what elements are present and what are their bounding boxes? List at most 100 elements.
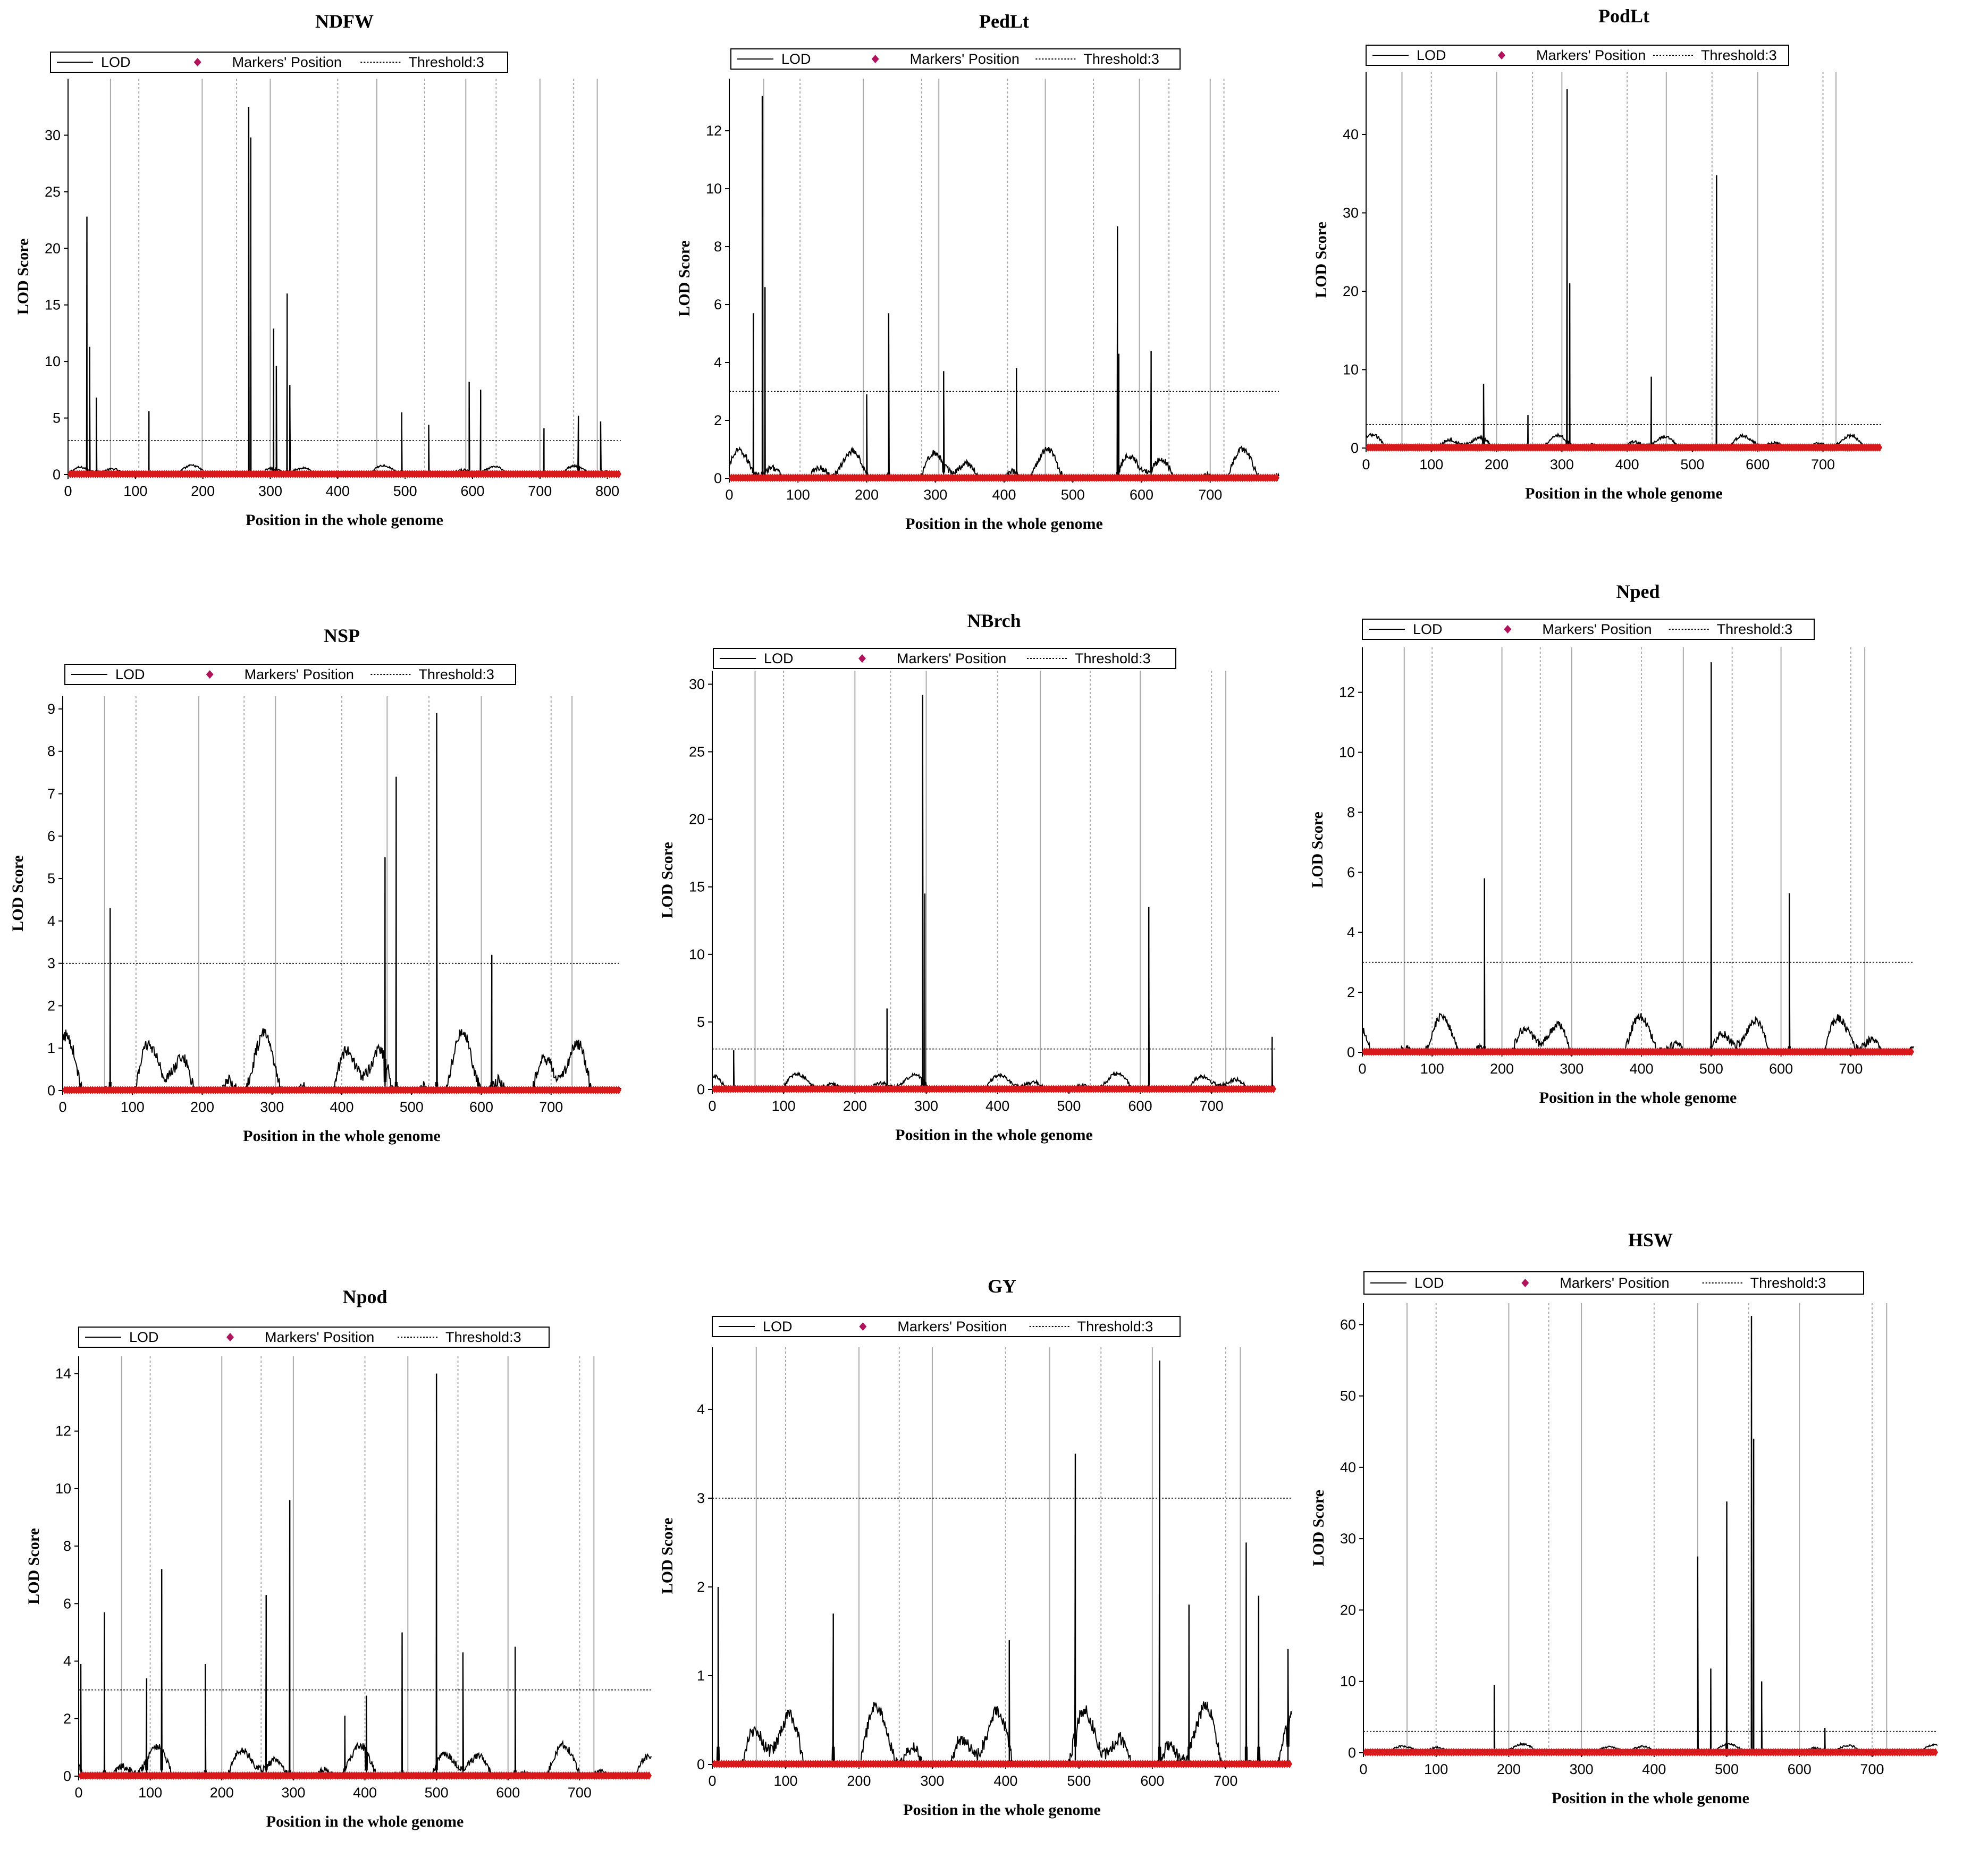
x-tick-label: 700 xyxy=(1839,1061,1863,1077)
legend-marker-icon xyxy=(1521,1279,1529,1287)
y-tick-label: 4 xyxy=(63,1653,71,1669)
y-tick-label: 6 xyxy=(714,297,722,313)
x-axis-label: Position in the whole genome xyxy=(243,1127,441,1145)
chart-panel-npod: Npod LOD Markers' Position Threshold:3 0 2 4 6 8… xyxy=(25,1286,652,1830)
x-tick-label: 500 xyxy=(400,1099,424,1115)
x-axis-label: Position in the whole genome xyxy=(895,1126,1093,1144)
legend-marker-icon xyxy=(206,670,214,679)
legend-entry-markers: Markers' Position xyxy=(245,666,354,682)
x-tick-label: 200 xyxy=(190,1099,214,1115)
legend-marker-icon xyxy=(226,1333,234,1341)
x-tick-label: 700 xyxy=(1198,487,1222,503)
lod-series-line xyxy=(1366,89,1882,450)
y-tick-label: 10 xyxy=(45,353,61,369)
markers-position-band xyxy=(68,470,621,478)
y-tick-label: 2 xyxy=(47,998,55,1014)
y-tick-label: 3 xyxy=(697,1490,705,1506)
y-tick-label: 0 xyxy=(53,467,61,483)
y-tick-label: 10 xyxy=(689,947,705,962)
chart-title: HSW xyxy=(1628,1229,1673,1251)
legend-marker-icon xyxy=(858,654,866,663)
x-tick-label: 400 xyxy=(326,483,350,499)
y-axis-label: LOD Score xyxy=(676,240,693,317)
y-tick-label: 8 xyxy=(63,1538,71,1554)
y-tick-label: 20 xyxy=(689,812,705,827)
chart-panel-podlt: PodLt LOD Markers' Position Threshold:3 0 10 2… xyxy=(1312,5,1882,502)
y-tick-label: 10 xyxy=(1340,1674,1356,1690)
y-tick-label: 20 xyxy=(1340,1602,1356,1618)
y-tick-label: 0 xyxy=(697,1756,705,1772)
x-tick-label: 200 xyxy=(1490,1061,1514,1077)
y-tick-label: 0 xyxy=(1348,1745,1356,1761)
legend-entry-lod: LOD xyxy=(781,51,811,67)
legend: LOD Markers' Position Threshold:3 xyxy=(712,1316,1181,1337)
x-tick-label: 300 xyxy=(281,1785,305,1801)
markers-position-band xyxy=(712,1760,1292,1768)
legend: LOD Markers' Position Threshold:3 xyxy=(713,648,1176,669)
x-axis-label: Position in the whole genome xyxy=(905,515,1103,533)
x-tick-label: 0 xyxy=(708,1098,716,1114)
y-tick-label: 4 xyxy=(1347,924,1355,940)
x-tick-label: 500 xyxy=(1057,1098,1081,1114)
marker-point xyxy=(1933,1748,1938,1756)
x-tick-label: 400 xyxy=(353,1785,377,1801)
x-tick-label: 700 xyxy=(1200,1098,1224,1114)
marker-point xyxy=(1877,443,1882,452)
x-tick-label: 800 xyxy=(595,483,619,499)
y-axis-label: LOD Score xyxy=(1309,812,1326,888)
lod-series-line xyxy=(78,1373,652,1778)
chart-panel-nbrch: NBrch LOD Markers' Position Threshold:3 0 5 10… xyxy=(659,610,1276,1144)
markers-position-band xyxy=(1366,443,1882,452)
legend-entry-threshold: Threshold:3 xyxy=(1717,621,1793,637)
y-tick-label: 0 xyxy=(63,1768,71,1784)
y-tick-label: 15 xyxy=(689,879,705,895)
x-tick-label: 0 xyxy=(1362,457,1370,472)
marker-point xyxy=(1274,474,1279,482)
y-axis-label: LOD Score xyxy=(9,855,27,932)
y-tick-label: 4 xyxy=(697,1401,705,1417)
y-tick-label: 25 xyxy=(689,744,705,760)
x-tick-label: 500 xyxy=(1715,1761,1739,1777)
y-tick-label: 8 xyxy=(47,744,55,759)
x-axis-label: Position in the whole genome xyxy=(1525,485,1723,502)
chart-title: Npod xyxy=(342,1286,387,1307)
x-tick-label: 700 xyxy=(1214,1773,1237,1789)
lod-series-line xyxy=(712,1361,1292,1767)
y-tick-label: 0 xyxy=(47,1083,55,1099)
y-tick-label: 4 xyxy=(47,913,55,929)
y-tick-label: 40 xyxy=(1340,1459,1356,1475)
y-tick-label: 2 xyxy=(63,1711,71,1727)
chart-panel-gy: GY LOD Markers' Position Threshold:3 0 1 2 3 4 0 1… xyxy=(659,1276,1292,1819)
x-tick-label: 400 xyxy=(1630,1061,1654,1077)
y-tick-label: 40 xyxy=(1343,126,1359,142)
x-tick-label: 400 xyxy=(330,1099,353,1115)
chart-title: NBrch xyxy=(967,610,1021,631)
x-tick-label: 100 xyxy=(772,1098,796,1114)
x-tick-label: 700 xyxy=(539,1099,563,1115)
legend-entry-lod: LOD xyxy=(764,651,794,666)
chart-panel-nped: Nped LOD Markers' Position Threshold:3 0 2 4 6 8… xyxy=(1309,581,1914,1107)
marker-point xyxy=(616,470,621,478)
x-tick-label: 500 xyxy=(1699,1061,1723,1077)
y-tick-label: 15 xyxy=(45,297,61,313)
x-tick-label: 500 xyxy=(393,483,417,499)
marker-point xyxy=(1271,1085,1276,1093)
lod-series-line xyxy=(68,107,621,476)
y-tick-label: 10 xyxy=(706,181,722,197)
legend-entry-markers: Markers' Position xyxy=(897,651,1006,666)
y-axis-label: LOD Score xyxy=(659,842,676,918)
x-axis-label: Position in the whole genome xyxy=(903,1801,1101,1819)
chart-panel-pedlt: PedLt LOD Markers' Position Threshold:3 0 2 4 6… xyxy=(676,11,1279,533)
x-tick-label: 100 xyxy=(1419,457,1443,472)
chart-title: Nped xyxy=(1616,581,1660,602)
y-tick-label: 7 xyxy=(47,786,55,802)
legend: LOD Markers' Position Threshold:3 xyxy=(730,48,1181,70)
y-tick-label: 10 xyxy=(1343,362,1359,378)
y-tick-label: 5 xyxy=(53,410,61,426)
legend-entry-lod: LOD xyxy=(129,1329,159,1345)
markers-position-band xyxy=(712,1085,1276,1093)
x-tick-label: 700 xyxy=(528,483,552,499)
chart-panel-ndfw: NDFW LOD Markers' Position Threshold:3 0 5 10 1… xyxy=(14,11,621,529)
y-axis-label: LOD Score xyxy=(25,1528,43,1604)
